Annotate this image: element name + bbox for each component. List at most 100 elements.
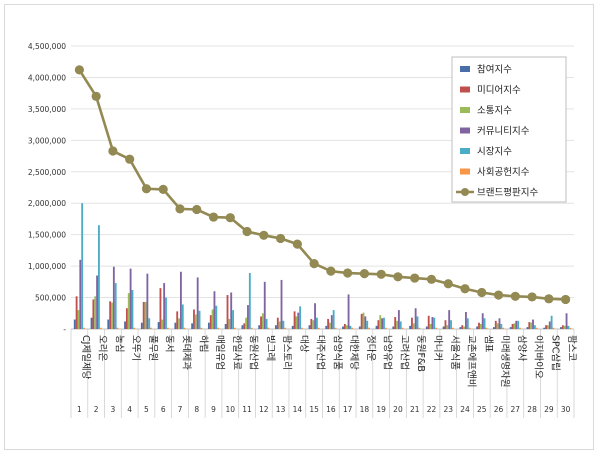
bar (276, 317, 279, 329)
bar (448, 310, 451, 329)
bar (494, 320, 497, 329)
bar (178, 318, 180, 329)
y-tick-label: 1,000,000 (28, 262, 66, 271)
category-label: 삼양식품 (331, 335, 342, 370)
bar (442, 326, 445, 329)
bar (258, 325, 261, 329)
y-tick-label: - (63, 325, 66, 334)
bar (543, 327, 546, 329)
bar (107, 319, 110, 329)
category-label: 샘표 (482, 335, 493, 353)
rank-label: 13 (276, 405, 286, 414)
rank-label: 30 (561, 405, 571, 414)
rank-label: 16 (326, 405, 336, 414)
bar (418, 327, 421, 329)
y-tick-label: 1,500,000 (28, 231, 66, 240)
y-tick-label: 2,500,000 (28, 168, 66, 177)
bar (459, 327, 462, 329)
bar (493, 327, 495, 329)
bar (148, 318, 151, 329)
bar (230, 292, 233, 329)
legend-swatch (460, 168, 470, 175)
line-point (393, 272, 403, 282)
bar (73, 319, 76, 329)
line-point (158, 184, 168, 194)
bar (232, 310, 234, 329)
bar (519, 327, 521, 329)
bar (245, 317, 248, 329)
bar (528, 322, 531, 329)
category-label: CJ제일제당 (80, 335, 91, 380)
line-point (544, 294, 554, 304)
legend-label: 브랜드평판지수 (477, 188, 538, 199)
legend-label: 참여지수 (477, 64, 512, 76)
bar (261, 313, 264, 329)
line-point (225, 213, 235, 223)
bar (468, 327, 471, 329)
bar (144, 301, 147, 329)
bar (140, 322, 143, 329)
bar (159, 288, 162, 329)
legend-box (451, 56, 567, 203)
bar (345, 325, 348, 329)
category-label: 팜스코 (566, 335, 577, 361)
category-label: SPC삼립 (549, 335, 561, 371)
bar (163, 283, 166, 329)
rank-label: 18 (360, 405, 370, 414)
category-label: 풀무원 (147, 335, 158, 361)
bar (532, 319, 534, 329)
bar (392, 326, 395, 329)
bar (545, 325, 547, 329)
bar (416, 316, 419, 329)
bar (427, 315, 430, 329)
bar (463, 326, 466, 329)
bar (275, 325, 277, 329)
category-label: 동서 (164, 335, 175, 352)
bar (308, 325, 311, 329)
bar (77, 310, 80, 329)
category-label: 미래생명자원 (499, 335, 510, 387)
bar (401, 327, 404, 329)
line-point (527, 292, 537, 302)
bar (81, 203, 84, 329)
bar (379, 315, 382, 329)
line-point (443, 279, 453, 289)
bar (550, 315, 553, 329)
category-label: 교촌에프앤비 (466, 335, 477, 387)
line-point (326, 266, 336, 276)
bar (329, 322, 331, 329)
bar (502, 327, 505, 329)
y-tick-label: 500,000 (35, 294, 66, 303)
rank-label: 23 (443, 405, 453, 414)
category-label: 마니커 (432, 335, 443, 361)
category-label: 삼양사 (516, 335, 527, 361)
rank-label: 10 (226, 405, 236, 414)
bar (291, 325, 294, 329)
line-point (493, 290, 504, 300)
rank-label: 17 (343, 405, 353, 414)
bar (375, 325, 378, 329)
bar (444, 320, 447, 329)
bar (429, 323, 432, 329)
line-point (108, 146, 118, 156)
bar (111, 302, 113, 329)
bar (334, 327, 337, 329)
y-tick-label: 2,000,000 (28, 199, 66, 208)
bar (327, 318, 330, 329)
axis-layer: - 500,000 1,000,000 1,500,000 2,000,000 2,500… (28, 42, 577, 418)
bar (446, 325, 449, 329)
bar (174, 322, 177, 329)
bar (461, 325, 464, 329)
bar (99, 327, 102, 329)
bar (211, 309, 214, 329)
category-label: 동원F&B (415, 335, 426, 372)
bar (526, 327, 529, 329)
bar (194, 314, 197, 329)
bar (511, 323, 514, 329)
legend-swatch (460, 127, 470, 134)
line-point (125, 154, 135, 164)
bar (96, 275, 98, 329)
bar (94, 296, 97, 329)
bar (129, 268, 132, 329)
